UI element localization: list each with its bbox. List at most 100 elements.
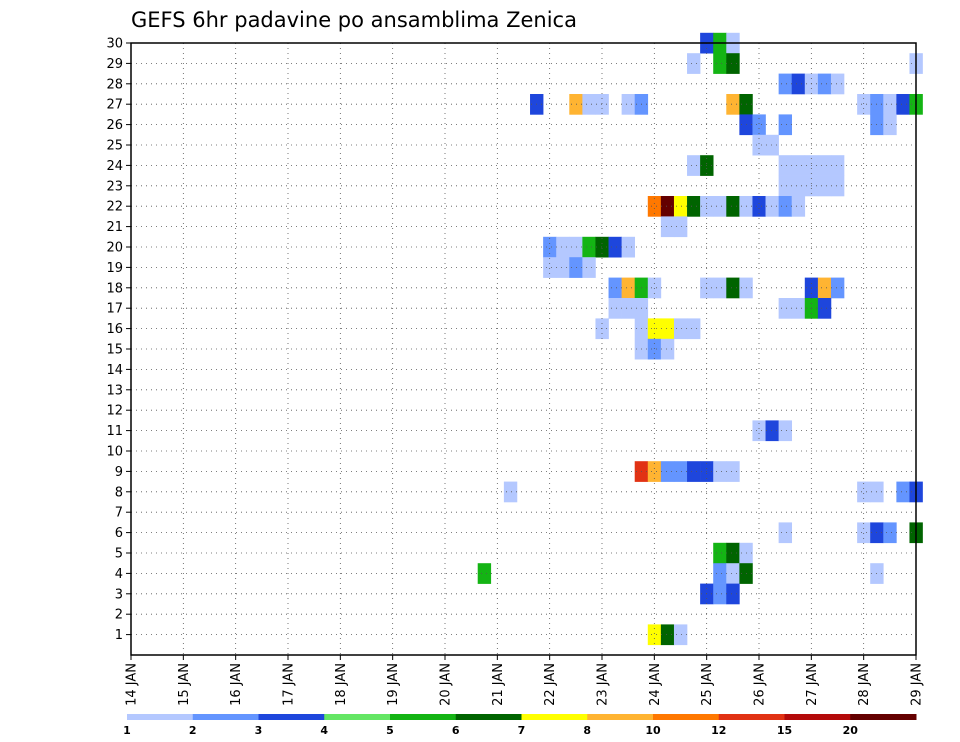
heatmap-cell [687, 155, 701, 176]
x-tick-label: 24 JAN [648, 663, 663, 706]
heatmap-cell [673, 216, 688, 238]
colorbar-swatch [521, 714, 588, 720]
x-tick-label: 28 JAN [857, 663, 872, 706]
heatmap-cell [791, 298, 806, 319]
heatmap-cell [726, 196, 740, 217]
heatmap-cell [778, 522, 793, 544]
heatmap-cell [778, 420, 793, 442]
colorbar-label: 3 [255, 724, 263, 737]
y-tick-label: 28 [106, 77, 123, 92]
heatmap-cell [647, 196, 662, 217]
chart-title: GEFS 6hr padavine po ansamblima Zenica [131, 8, 577, 32]
x-tick-label: 23 JAN [596, 663, 611, 706]
heatmap-cell [647, 461, 662, 482]
heatmap-cell [556, 257, 570, 278]
x-tick-label: 14 JAN [125, 663, 140, 706]
heatmap-cell [673, 461, 688, 482]
heatmap-cell [556, 236, 570, 258]
colorbar-label: 15 [777, 724, 792, 737]
heatmap-cell [791, 196, 806, 217]
colorbar-label: 6 [452, 724, 460, 737]
grid-lines [131, 43, 916, 655]
colorbar-label: 1 [123, 724, 131, 737]
y-tick-label: 23 [106, 179, 123, 194]
heatmap-cell [569, 236, 583, 258]
colorbar: 1 2 3 4 5 6 7 8 10 12 15 20 [123, 714, 917, 737]
heatmap-cell [791, 155, 806, 176]
heatmap-cell [713, 53, 727, 74]
heatmap-cell [726, 563, 740, 584]
heatmap-cell [595, 236, 609, 258]
heatmap-cell [752, 114, 766, 136]
heatmap-cell [817, 155, 832, 176]
y-tick-label: 7 [115, 506, 123, 521]
heatmap-cell [857, 481, 871, 503]
y-tick-label: 15 [106, 343, 123, 358]
y-tick-label: 5 [115, 547, 123, 562]
x-tick-label: 26 JAN [753, 663, 768, 706]
heatmap-cell [791, 73, 806, 95]
colorbar-label: 10 [645, 724, 661, 737]
heatmap-cell [830, 175, 845, 197]
heatmap-cell [857, 94, 871, 115]
heatmap-cell [660, 461, 675, 482]
heatmap-cell [752, 196, 766, 217]
y-tick-label: 22 [106, 200, 123, 215]
heatmap-cell [660, 338, 675, 360]
heatmap-cell [582, 257, 596, 278]
heatmap-cell [608, 298, 622, 319]
heatmap-cell [569, 257, 583, 278]
heatmap-cell [595, 94, 609, 115]
heatmap-cell [569, 94, 583, 115]
y-tick-label: 13 [106, 383, 123, 398]
heatmap-cell [477, 563, 492, 584]
y-tick-label: 9 [115, 465, 123, 480]
y-tick-label: 19 [106, 261, 123, 276]
colorbar-swatch [718, 714, 785, 720]
heatmap-cell [752, 134, 766, 156]
y-tick-label: 27 [106, 98, 123, 113]
heatmap-cell [726, 94, 740, 115]
y-tick-label: 21 [106, 220, 123, 235]
heatmap-cell [791, 175, 806, 197]
colorbar-label: 7 [518, 724, 526, 737]
y-tick-label: 29 [106, 57, 123, 72]
heatmap-cell [647, 338, 662, 360]
y-tick-label: 4 [115, 567, 123, 582]
y-tick-label: 17 [106, 302, 123, 317]
y-tick-label: 6 [115, 526, 123, 541]
y-tick-label: 26 [106, 118, 123, 133]
colorbar-swatch [784, 714, 851, 720]
heatmap-cell [778, 175, 793, 197]
heatmap-cell [713, 583, 727, 605]
colorbar-swatch [127, 714, 194, 720]
heatmap-cell [647, 624, 662, 646]
colorbar-label: 12 [711, 724, 726, 737]
heatmap-cell [582, 94, 596, 115]
colorbar-swatch [653, 714, 720, 720]
x-tick-label: 27 JAN [805, 663, 820, 706]
colorbar-swatch [587, 714, 654, 720]
y-tick-label: 1 [115, 628, 123, 643]
heatmap-cell [660, 318, 675, 340]
heatmap-cell [726, 277, 740, 299]
heatmap-cell [883, 522, 897, 544]
heatmap-cell [765, 196, 779, 217]
x-tick-label: 15 JAN [177, 663, 192, 706]
heatmap-cell [621, 298, 636, 319]
heatmap-cell [608, 277, 622, 299]
heatmap-cell [883, 114, 897, 136]
heatmap-cell [713, 277, 727, 299]
heatmap-cell [608, 236, 622, 258]
heatmap-cell [660, 196, 675, 217]
heatmap-cell [778, 73, 793, 95]
heatmap-cell [817, 175, 832, 197]
x-tick-label: 21 JAN [491, 663, 506, 706]
heatmap-cell [765, 134, 779, 156]
heatmap-cell [687, 461, 701, 482]
heatmap-cell [883, 94, 897, 115]
heatmap-cell [857, 522, 871, 544]
heatmap-cell [817, 73, 832, 95]
heatmap-cell [726, 461, 740, 482]
heatmap-cell [621, 236, 636, 258]
